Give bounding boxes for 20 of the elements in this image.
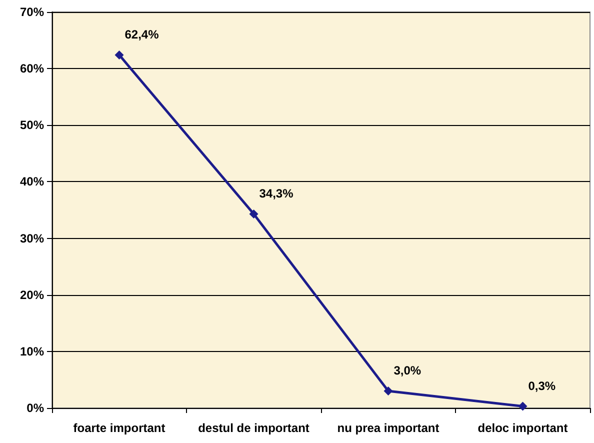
point [518,402,528,411]
x-tick-label: deloc important [478,421,568,435]
y-tick-label: 40% [20,174,44,189]
point [249,209,258,218]
y-tick-label: 0% [26,401,44,415]
data-label: 34,3% [259,186,294,200]
data-label: 0,3% [528,378,556,393]
x-tick-label: nu prea important [337,421,440,435]
y-tick-label: 70% [20,5,44,19]
point [114,50,124,60]
point [384,386,393,396]
x-tick-label: foarte important [73,421,166,435]
data-label: 62,4% [124,27,160,42]
x-tick-label: destul de important [198,421,310,435]
y-tick-label: 10% [20,344,44,358]
y-tick-label: 20% [20,288,44,302]
y-tick-label: 50% [20,118,44,132]
y-tick-label: 60% [20,62,44,76]
y-tick-label: 30% [20,231,44,246]
data-label: 3,0% [394,364,422,378]
